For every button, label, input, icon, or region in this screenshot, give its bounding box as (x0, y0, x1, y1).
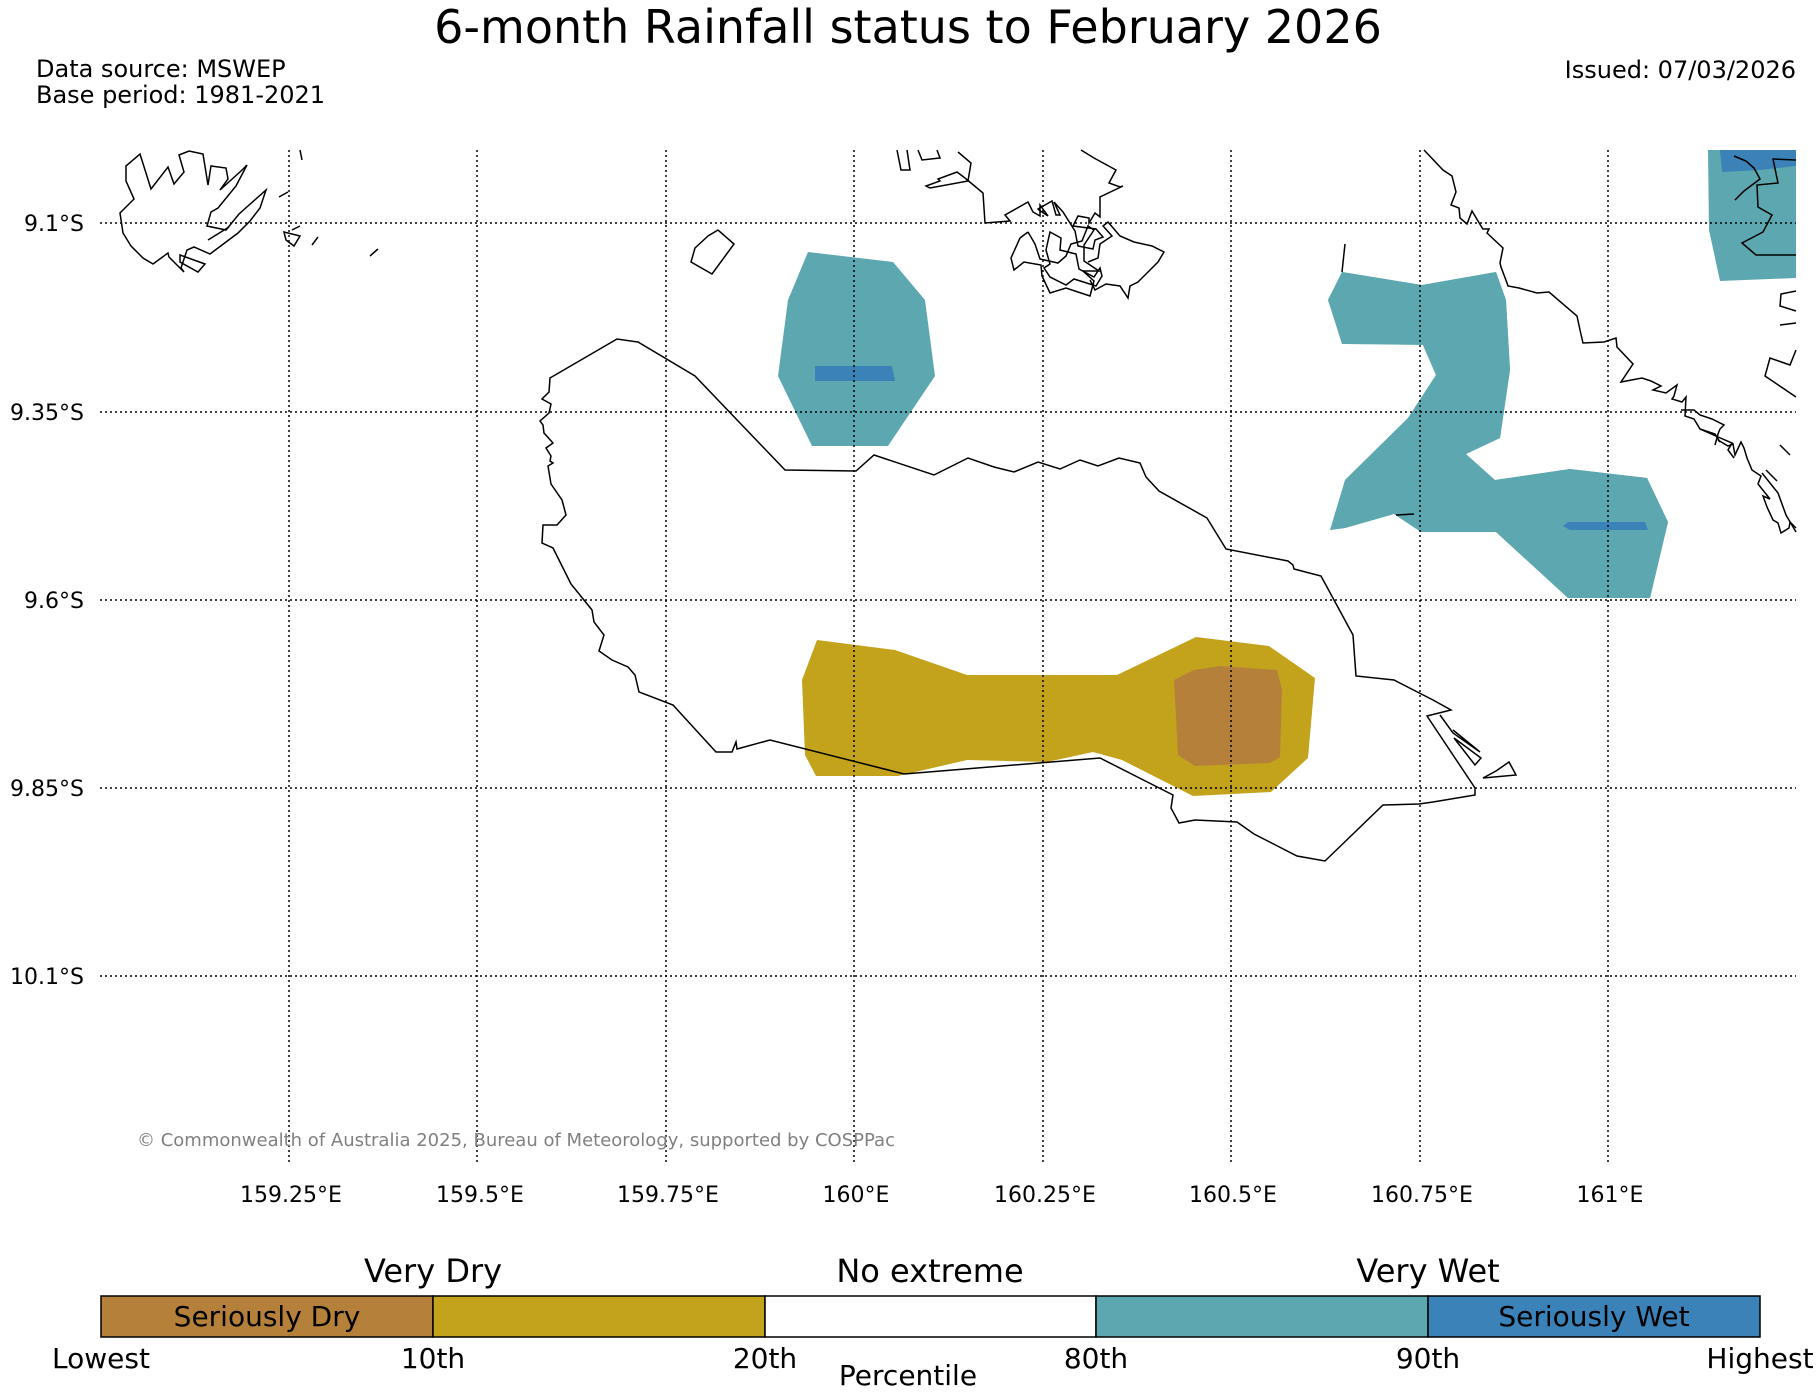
legend-axis-label: Percentile (838, 1359, 978, 1392)
gridlines (100, 150, 1796, 1164)
lon-label: 161°E (1577, 1183, 1644, 1208)
legend-tick: 90th (1395, 1342, 1461, 1375)
legend-tick: 20th (732, 1342, 798, 1375)
legend-colorbar (100, 1295, 1761, 1338)
lat-label: 10.1°S (10, 965, 84, 990)
lat-label: 9.85°S (10, 777, 84, 802)
lon-label: 159.75°E (617, 1183, 719, 1208)
legend-bin-label-seriously-dry: Seriously Dry (173, 1300, 361, 1333)
very-wet-region-west (778, 252, 935, 446)
legend-bin-no-extreme (764, 1295, 1097, 1338)
data-source: Data source: MSWEP (36, 55, 286, 83)
lon-label: 160.25°E (994, 1183, 1096, 1208)
issued-date: Issued: 07/03/2026 (1564, 56, 1796, 84)
legend-bin-seriously-dry (100, 1295, 434, 1338)
very-wet-region-east (1328, 272, 1668, 598)
lat-label: 9.6°S (24, 589, 84, 614)
lon-labels: 159.25°E 159.5°E 159.75°E 160°E 160.25°E… (240, 1183, 1643, 1208)
legend-bin-very-dry (432, 1295, 766, 1338)
chart-title: 6-month Rainfall status to February 2026 (434, 0, 1382, 54)
legend-tick: 10th (400, 1342, 466, 1375)
legend-tick: Highest (1706, 1342, 1814, 1375)
legend-bin-very-wet (1095, 1295, 1429, 1338)
lat-label: 9.35°S (10, 401, 84, 426)
lon-label: 160°E (823, 1183, 890, 1208)
base-period: Base period: 1981-2021 (36, 81, 326, 109)
source-info: Data source: MSWEP Base period: 1981-202… (36, 56, 325, 108)
legend-category-no-extreme: No extreme (836, 1252, 1024, 1290)
copyright-notice: © Commonwealth of Australia 2025, Bureau… (137, 1130, 895, 1151)
lon-label: 159.5°E (436, 1183, 524, 1208)
map-panel: 9.1°S 9.35°S 9.6°S 9.85°S 10.1°S 159.25°… (10, 149, 1797, 1208)
legend-category-very-dry: Very Dry (363, 1252, 503, 1290)
lon-label: 160.75°E (1371, 1183, 1473, 1208)
legend-category-very-wet: Very Wet (1356, 1252, 1500, 1290)
lon-label: 159.25°E (240, 1183, 342, 1208)
coastline (119, 149, 1797, 862)
legend-bin-label-seriously-wet: Seriously Wet (1498, 1300, 1690, 1333)
legend-bin-seriously-wet (1427, 1295, 1761, 1338)
legend-tick: 80th (1063, 1342, 1129, 1375)
lat-label: 9.1°S (24, 212, 84, 237)
legend-tick: Lowest (52, 1342, 150, 1375)
lat-labels: 9.1°S 9.35°S 9.6°S 9.85°S 10.1°S (10, 212, 84, 990)
very-wet-region-northeast (1708, 150, 1796, 281)
very-dry-region (802, 637, 1315, 796)
lon-label: 160.5°E (1189, 1183, 1277, 1208)
